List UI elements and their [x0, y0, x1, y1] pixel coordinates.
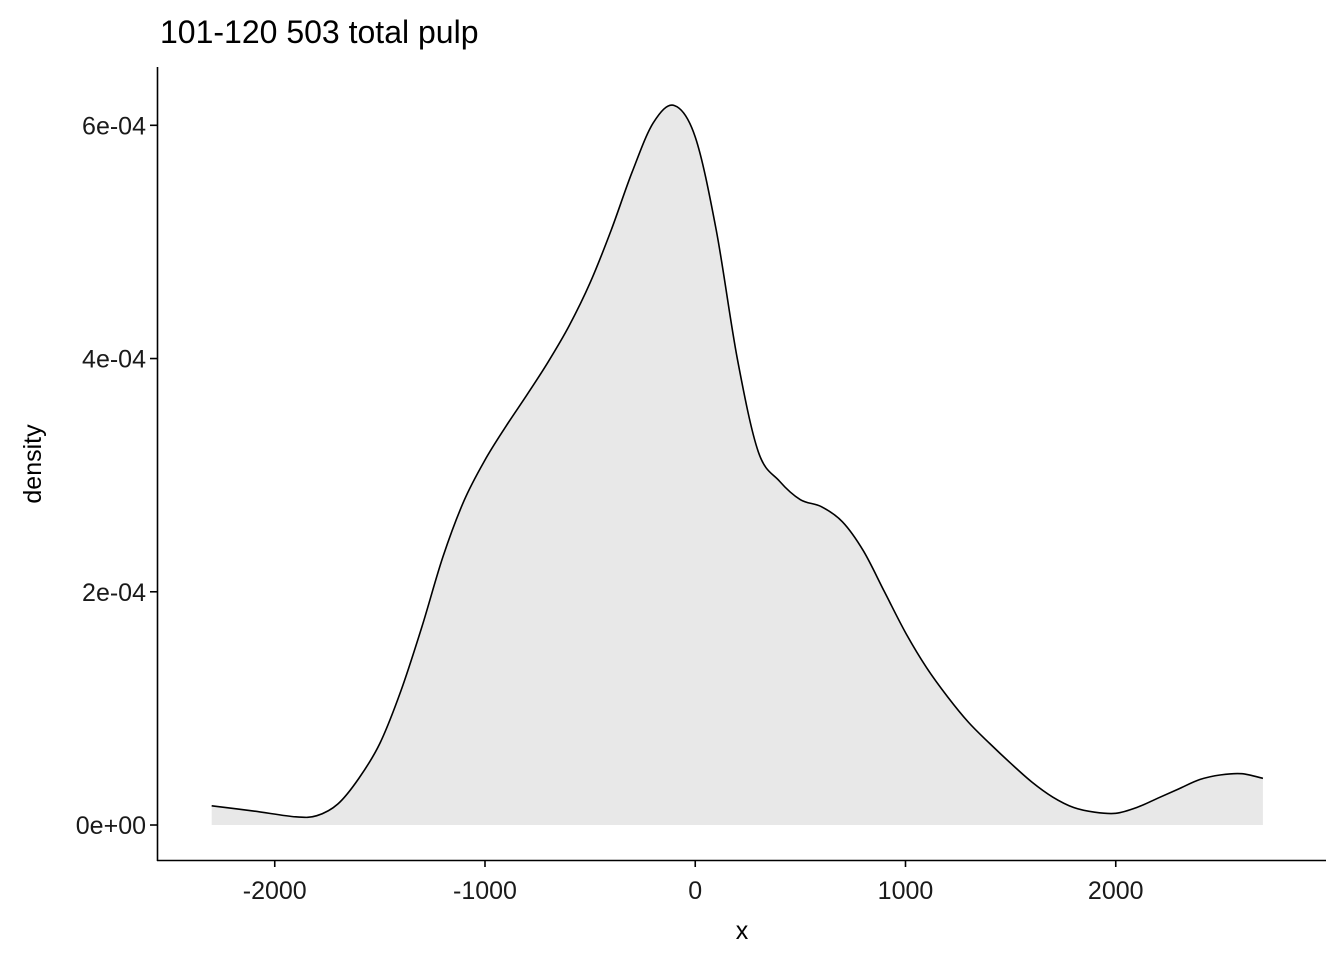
x-tick-label: 2000	[1088, 877, 1144, 905]
y-tick-label: 6e-04	[82, 112, 146, 140]
y-axis-ticks: 0e+00 2e-04 4e-04 6e-04	[76, 112, 157, 840]
y-tick-label: 2e-04	[82, 579, 146, 607]
x-tick-label: 1000	[878, 877, 934, 905]
x-tick-label: -1000	[453, 877, 517, 905]
x-tick-label: 0	[688, 877, 702, 905]
x-axis-title: x	[736, 917, 749, 945]
x-tick-label: -2000	[243, 877, 307, 905]
x-axis-ticks: -2000 -1000 0 1000 2000	[243, 860, 1144, 905]
density-fill-area	[211, 105, 1263, 826]
plot-area	[211, 104, 1264, 826]
plot-title: 101-120 503 total pulp	[160, 14, 478, 50]
y-axis-title: density	[19, 424, 47, 504]
y-tick-label: 0e+00	[76, 812, 146, 840]
y-tick-label: 4e-04	[82, 346, 146, 374]
density-curve	[211, 104, 1264, 819]
